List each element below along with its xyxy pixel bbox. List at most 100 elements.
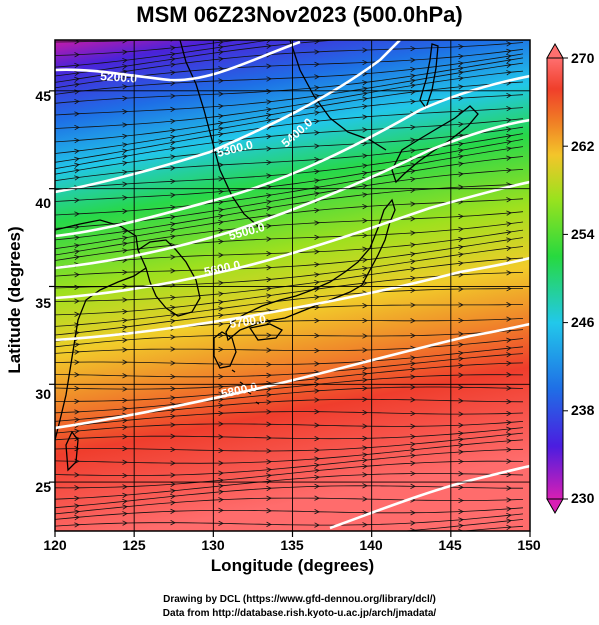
streamline-arrow (410, 176, 416, 183)
streamline-arrow (171, 534, 176, 539)
streamline-arrow (506, 270, 512, 276)
streamline-arrow (506, 106, 512, 112)
streamline-arrow (506, 316, 512, 322)
streamline (55, 40, 241, 56)
streamline-arrow (266, 118, 272, 124)
streamline-arrow (314, 27, 319, 32)
colorbar-tick-label: 238 (571, 402, 595, 418)
streamline (55, 473, 524, 500)
streamline-arrow (122, 446, 128, 452)
streamline-arrow (506, 62, 512, 69)
streamline-arrow (266, 76, 272, 82)
streamline-arrow (74, 349, 80, 355)
streamline (55, 460, 524, 489)
streamline-arrow (170, 80, 176, 86)
streamline-arrow (410, 333, 416, 339)
streamline (55, 42, 524, 83)
streamline-arrow (506, 237, 512, 243)
streamline-arrow (74, 82, 80, 88)
streamline-arrow (74, 89, 80, 95)
streamline-arrow (218, 239, 224, 245)
streamline-arrow (122, 297, 128, 303)
streamline-arrow (458, 528, 464, 531)
streamline (55, 156, 524, 216)
streamline-arrow (362, 27, 367, 32)
streamline-arrow (170, 422, 176, 428)
streamline-arrow (458, 286, 464, 292)
streamline-arrow (458, 84, 464, 90)
streamline-arrow (74, 76, 80, 82)
drawing-credit: Drawing by DCL (https://www.gfd-dennou.o… (163, 594, 436, 605)
streamline-arrow (218, 312, 224, 319)
coast-japan-hokkaido (391, 105, 479, 184)
colorbar-tick-label: 230 (571, 490, 595, 506)
streamline-arrow (170, 407, 176, 413)
streamline-arrow (122, 373, 128, 379)
streamline-arrow (458, 226, 464, 232)
streamline-arrow (170, 446, 176, 453)
streamline-arrow (362, 377, 368, 383)
streamline-arrow (458, 458, 464, 465)
streamline-arrow (506, 447, 512, 453)
streamline-arrow (362, 333, 368, 339)
streamline (401, 519, 524, 531)
streamline-arrow (170, 234, 176, 240)
streamline-arrow (410, 287, 416, 294)
streamline-arrow (362, 385, 368, 391)
streamline-arrow (314, 447, 320, 453)
colorbar-tick-label: 262 (571, 138, 595, 154)
streamline-arrow (458, 148, 464, 154)
streamline-arrow (314, 32, 319, 37)
coast-japan-shikoku (248, 323, 283, 341)
y-tick-label: 45 (35, 88, 51, 104)
streamline-arrow (122, 122, 128, 128)
streamline-arrow (266, 159, 272, 166)
streamline-arrow (266, 99, 272, 105)
streamline-arrow (218, 113, 224, 119)
streamline-arrow (410, 460, 416, 466)
streamline-arrow (362, 114, 368, 120)
streamline-arrow (74, 124, 80, 131)
streamline-arrow (506, 139, 512, 145)
streamline-arrow (267, 535, 272, 540)
streamline-arrow (458, 302, 464, 308)
streamline-arrow (170, 93, 176, 99)
streamline-arrow (74, 472, 80, 478)
y-axis-title: Latitude (degrees) (2, 200, 28, 400)
contour-5700 (55, 256, 530, 342)
streamline-arrow (218, 460, 224, 466)
streamline-arrow (170, 227, 176, 233)
streamline-arrow (506, 53, 512, 60)
height-contours (55, 40, 530, 530)
colorbar-tick-label: 270 (571, 50, 595, 66)
streamline-arrow (506, 285, 512, 292)
streamline-arrow (170, 460, 176, 466)
streamline-arrow (506, 70, 512, 76)
streamline-arrow (458, 331, 464, 337)
streamline-arrow (458, 260, 464, 267)
streamline-arrow (314, 462, 320, 469)
streamline-arrow (410, 251, 416, 257)
streamline (55, 40, 344, 77)
streamline (55, 507, 524, 520)
streamline-arrow (314, 249, 320, 255)
streamline-arrow (266, 293, 272, 299)
streamline-arrow (218, 421, 224, 427)
streamline-arrow (410, 57, 416, 63)
streamline-arrow (218, 40, 224, 46)
streamline-arrow (410, 441, 416, 447)
streamline-arrow (506, 117, 512, 123)
streamline-arrow (314, 388, 320, 394)
streamline-arrow (410, 510, 416, 516)
streamline-arrow (410, 534, 415, 539)
streamline-arrow (74, 446, 80, 452)
streamline-arrow (506, 126, 512, 133)
streamline (55, 374, 524, 402)
streamline-arrow (266, 478, 272, 485)
streamline (55, 421, 524, 434)
streamline (55, 246, 524, 289)
streamline-arrow (218, 470, 224, 476)
streamline-arrow (458, 398, 464, 404)
streamline-arrow (362, 86, 368, 92)
streamline-arrow (170, 214, 176, 220)
